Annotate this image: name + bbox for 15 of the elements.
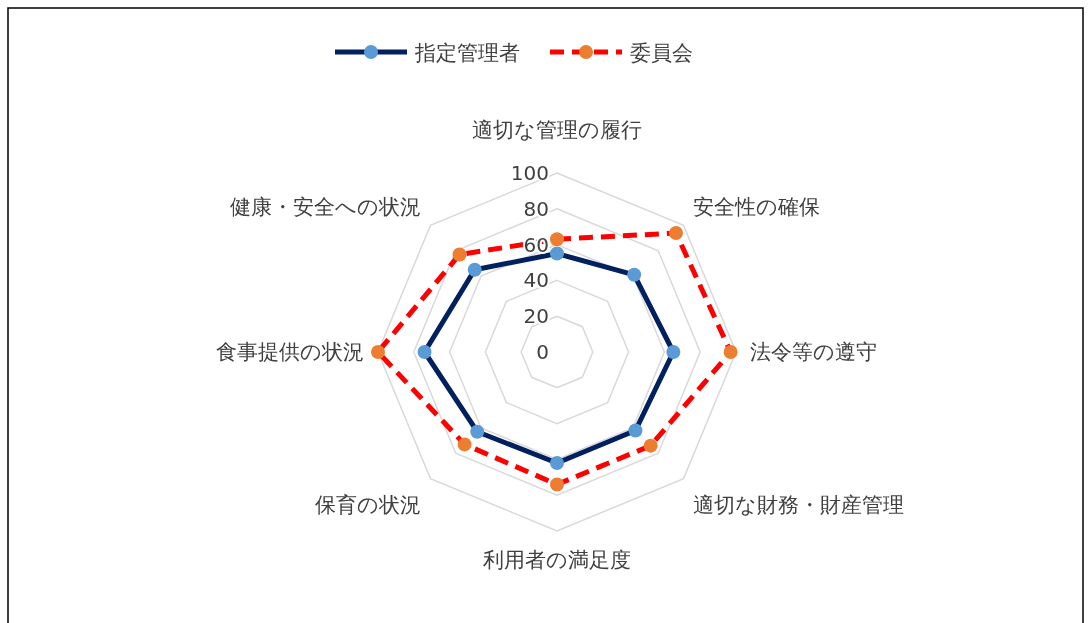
category-label: 適切な財務・財産管理	[693, 493, 905, 518]
tick-label: 80	[523, 196, 549, 221]
category-label: 食事提供の状況	[216, 340, 364, 364]
category-label: 保育の状況	[314, 493, 421, 518]
category-label: 健康・安全への状況	[229, 194, 421, 219]
tick-label: 40	[523, 268, 549, 293]
category-label: 法令等の遵守	[750, 340, 877, 364]
tick-label: 0	[536, 340, 549, 364]
legend-label: 指定管理者	[414, 41, 520, 65]
category-label: 安全性の確保	[693, 194, 821, 219]
category-label: 適切な管理の履行	[472, 118, 642, 142]
legend-label: 委員会	[630, 41, 693, 65]
tick-label: 100	[510, 161, 549, 185]
tick-label: 20	[523, 304, 549, 329]
category-label: 利用者の満足度	[483, 548, 631, 572]
